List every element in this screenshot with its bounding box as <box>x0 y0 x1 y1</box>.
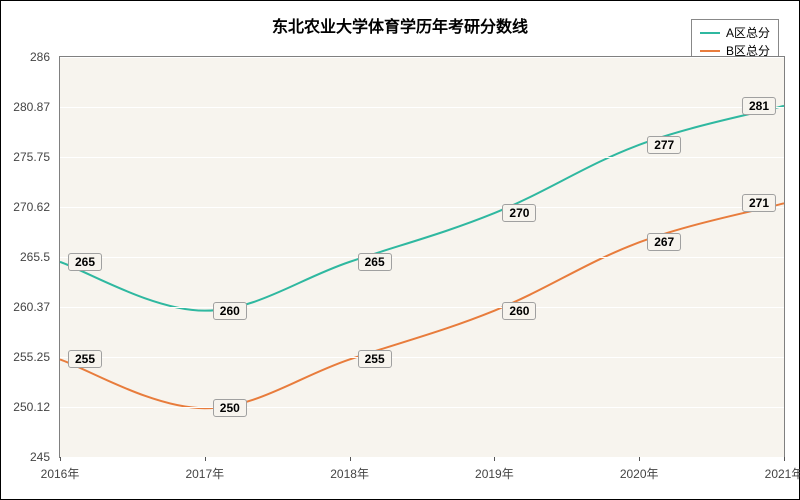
plot-area: 245250.12255.25260.37265.5270.62275.7528… <box>59 56 785 458</box>
data-label: 255 <box>68 350 102 368</box>
data-label: 250 <box>213 399 247 417</box>
legend-item: A区总分 <box>700 24 770 42</box>
grid-line <box>60 107 784 108</box>
data-label: 260 <box>213 302 247 320</box>
data-label: 255 <box>358 350 392 368</box>
data-label: 265 <box>68 253 102 271</box>
data-label: 265 <box>358 253 392 271</box>
grid-line <box>60 207 784 208</box>
data-label: 267 <box>647 233 681 251</box>
x-axis-label: 2017年 <box>185 457 224 482</box>
chart-title: 东北农业大学体育学历年考研分数线 <box>1 13 799 37</box>
y-axis-label: 250.12 <box>13 400 60 414</box>
x-axis-label: 2021年 <box>765 457 800 482</box>
y-axis-label: 275.75 <box>13 150 60 164</box>
data-label: 260 <box>502 302 536 320</box>
grid-line <box>60 57 784 58</box>
data-label: 277 <box>647 136 681 154</box>
x-axis-label: 2020年 <box>620 457 659 482</box>
x-axis-label: 2019年 <box>475 457 514 482</box>
x-axis-label: 2016年 <box>41 457 80 482</box>
y-axis-label: 280.87 <box>13 100 60 114</box>
grid-line <box>60 457 784 458</box>
grid-line <box>60 307 784 308</box>
grid-line <box>60 407 784 408</box>
legend-swatch <box>700 32 720 34</box>
legend-label: A区总分 <box>726 24 770 42</box>
y-axis-label: 286 <box>30 50 60 64</box>
chart-container: 东北农业大学体育学历年考研分数线 A区总分B区总分 245250.12255.2… <box>0 0 800 500</box>
legend-swatch <box>700 50 720 52</box>
grid-line <box>60 257 784 258</box>
data-label: 271 <box>742 194 776 212</box>
grid-line <box>60 157 784 158</box>
data-label: 270 <box>502 204 536 222</box>
data-label: 281 <box>742 97 776 115</box>
y-axis-label: 265.5 <box>20 250 60 264</box>
y-axis-label: 255.25 <box>13 350 60 364</box>
grid-line <box>60 357 784 358</box>
y-axis-label: 270.62 <box>13 200 60 214</box>
x-axis-label: 2018年 <box>330 457 369 482</box>
y-axis-label: 260.37 <box>13 300 60 314</box>
